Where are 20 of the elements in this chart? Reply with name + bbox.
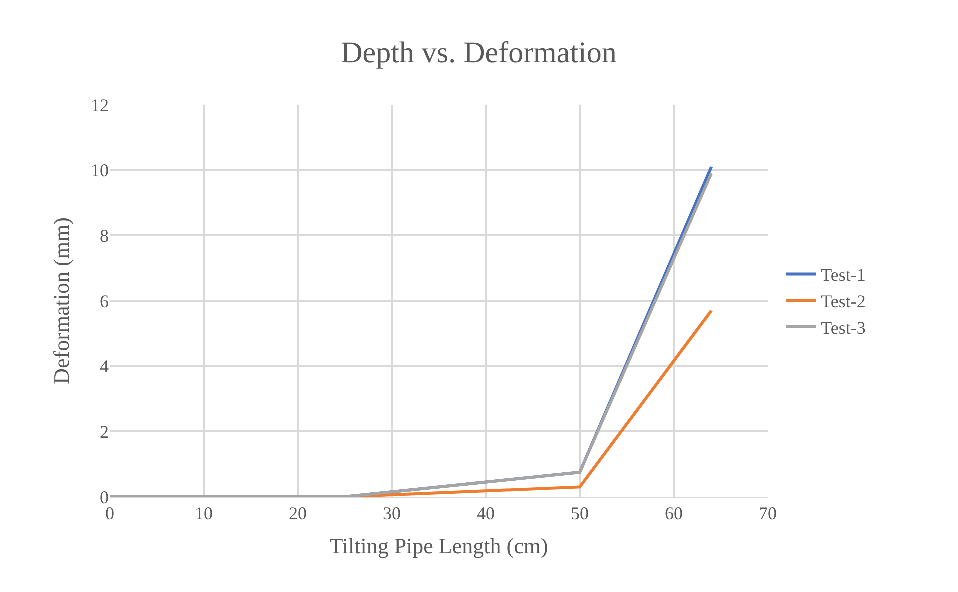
x-tick-label: 10 [195,504,213,524]
y-tick-label: 4 [100,356,109,377]
y-tick-label: 8 [100,226,109,246]
x-tick-label: 60 [665,504,683,524]
y-tick-label: 10 [91,160,109,181]
legend-label: Test-1 [821,265,866,286]
x-tick-label: 40 [477,504,495,524]
x-tick-label: 20 [289,504,307,524]
chart-title: Depth vs. Deformation [341,36,617,70]
x-tick-label: 30 [383,504,401,524]
y-tick-label: 0 [100,487,109,508]
x-tick-label: 70 [759,504,777,524]
y-tick-label: 6 [100,291,109,312]
y-tick-label: 12 [91,95,109,116]
y-axis-title: Deformation (mm) [48,218,74,384]
legend-label: Test-2 [821,292,866,312]
legend-label: Test-3 [821,318,866,338]
y-tick-label: 2 [100,422,109,442]
x-axis-title: Tilting Pipe Length (cm) [330,534,548,558]
x-tick-label: 50 [571,504,589,524]
